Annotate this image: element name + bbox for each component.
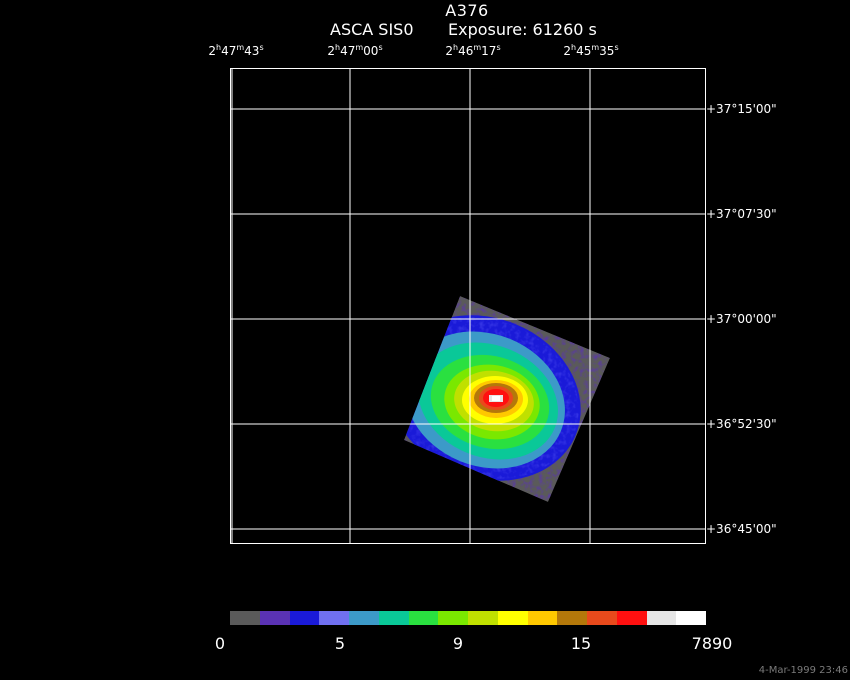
colorbar-segment-1 xyxy=(259,611,290,625)
exposure-label: Exposure: 61260 s xyxy=(448,20,597,39)
dec-label-0: +37°15'00" xyxy=(706,102,777,116)
colorbar-segment-8 xyxy=(468,611,498,625)
colorbar-segment-14 xyxy=(646,611,677,625)
colorbar-segment-0 xyxy=(230,611,260,625)
colorbar-segment-3 xyxy=(319,611,349,625)
cluster-emission xyxy=(404,296,610,502)
object-title: A376 xyxy=(445,1,489,20)
color-scale-bar xyxy=(230,611,706,625)
instrument-label: ASCA SIS0 xyxy=(330,20,414,39)
colorbar-segment-9 xyxy=(497,611,528,625)
colorbar-label-1: 5 xyxy=(334,634,346,653)
sky-image-panel[interactable] xyxy=(230,68,706,544)
colorbar-label-2: 9 xyxy=(452,634,464,653)
dec-label-4: +36°45'00" xyxy=(706,522,777,536)
timestamp: 4-Mar-1999 23:46 xyxy=(758,665,848,676)
colorbar-segment-11 xyxy=(557,611,587,625)
sky-image xyxy=(230,68,706,544)
ra-label-1: 2h47m00s xyxy=(327,43,383,58)
colorbar-label-3: 15 xyxy=(570,634,592,653)
dec-label-3: +36°52'30" xyxy=(706,417,777,431)
dec-label-2: +37°00'00" xyxy=(706,312,777,326)
colorbar-segment-10 xyxy=(527,611,558,625)
colorbar-segment-5 xyxy=(378,611,409,625)
colorbar-segment-2 xyxy=(289,611,320,625)
colorbar-segment-7 xyxy=(438,611,468,625)
ra-label-3: 2h45m35s xyxy=(563,43,619,58)
colorbar-segment-6 xyxy=(408,611,439,625)
colorbar-segment-15 xyxy=(676,611,706,625)
colorbar-segment-12 xyxy=(587,611,617,625)
ra-label-2: 2h46m17s xyxy=(445,43,501,58)
colorbar-label-4: 7890 xyxy=(691,634,733,653)
coordinate-grid xyxy=(230,68,706,544)
colorbar-segment-13 xyxy=(616,611,647,625)
dec-label-1: +37°07'30" xyxy=(706,207,777,221)
colorbar-label-0: 0 xyxy=(214,634,226,653)
ra-label-0: 2h47m43s xyxy=(208,43,264,58)
colorbar-segment-4 xyxy=(349,611,379,625)
